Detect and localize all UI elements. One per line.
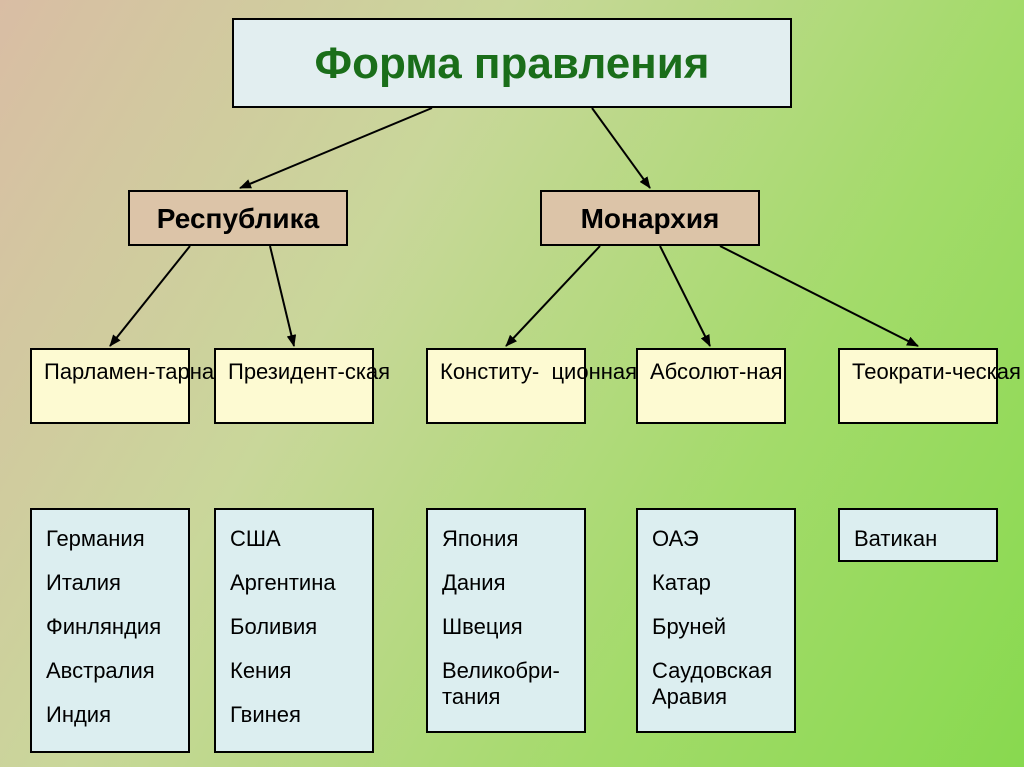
country-item: Дания: [442, 570, 506, 596]
sub-label: Республика: [157, 201, 319, 236]
title-box: Форма правления: [232, 18, 792, 108]
leaf-line: Конститу-: [440, 358, 539, 386]
leaf-box-presidential: Президент-ская: [214, 348, 374, 424]
leaf-box-constitutional: Конститу- ционная: [426, 348, 586, 424]
country-item: Кения: [230, 658, 291, 684]
country-item: США: [230, 526, 281, 552]
country-item: Швеция: [442, 614, 523, 640]
leaf-line: ческая: [952, 358, 1021, 386]
country-item: Боливия: [230, 614, 317, 640]
country-box-c-theo: Ватикан: [838, 508, 998, 562]
country-item: Великобри- тания: [442, 658, 560, 710]
country-item: Германия: [46, 526, 145, 552]
sub-box-monarchy: Монархия: [540, 190, 760, 246]
leaf-box-parliamentary: Парламен-тарная: [30, 348, 190, 424]
country-item: Япония: [442, 526, 518, 552]
country-item: Финляндия: [46, 614, 161, 640]
country-item: Аргентина: [230, 570, 336, 596]
leaf-line: ская: [345, 358, 390, 386]
country-item: Ватикан: [854, 526, 937, 552]
country-box-c-abs: ОАЭ Катар Бруней Саудовская Аравия: [636, 508, 796, 733]
sub-box-republic: Республика: [128, 190, 348, 246]
leaf-box-absolute: Абсолют-ная: [636, 348, 786, 424]
leaf-line: ная: [746, 358, 782, 386]
leaf-line: ционная: [539, 358, 637, 386]
country-item: Индия: [46, 702, 111, 728]
leaf-line: Президент-: [228, 358, 345, 386]
country-item: Бруней: [652, 614, 726, 640]
leaf-line: Парламен-: [44, 358, 155, 386]
leaf-box-theocratic: Теократи-ческая: [838, 348, 998, 424]
sub-label: Монархия: [581, 201, 720, 236]
country-item: Австралия: [46, 658, 155, 684]
title-text: Форма правления: [315, 36, 710, 91]
leaf-line: Теократи-: [852, 358, 952, 386]
country-item: Гвинея: [230, 702, 301, 728]
country-box-c-parl: Германия Италия Финляндия Австралия Индия: [30, 508, 190, 753]
leaf-line: Абсолют-: [650, 358, 746, 386]
country-box-c-const: Япония Дания Швеция Великобри- тания: [426, 508, 586, 733]
country-item: Италия: [46, 570, 121, 596]
country-item: ОАЭ: [652, 526, 699, 552]
country-item: Катар: [652, 570, 711, 596]
country-box-c-pres: США Аргентина Боливия Кения Гвинея: [214, 508, 374, 753]
country-item: Саудовская Аравия: [652, 658, 772, 710]
